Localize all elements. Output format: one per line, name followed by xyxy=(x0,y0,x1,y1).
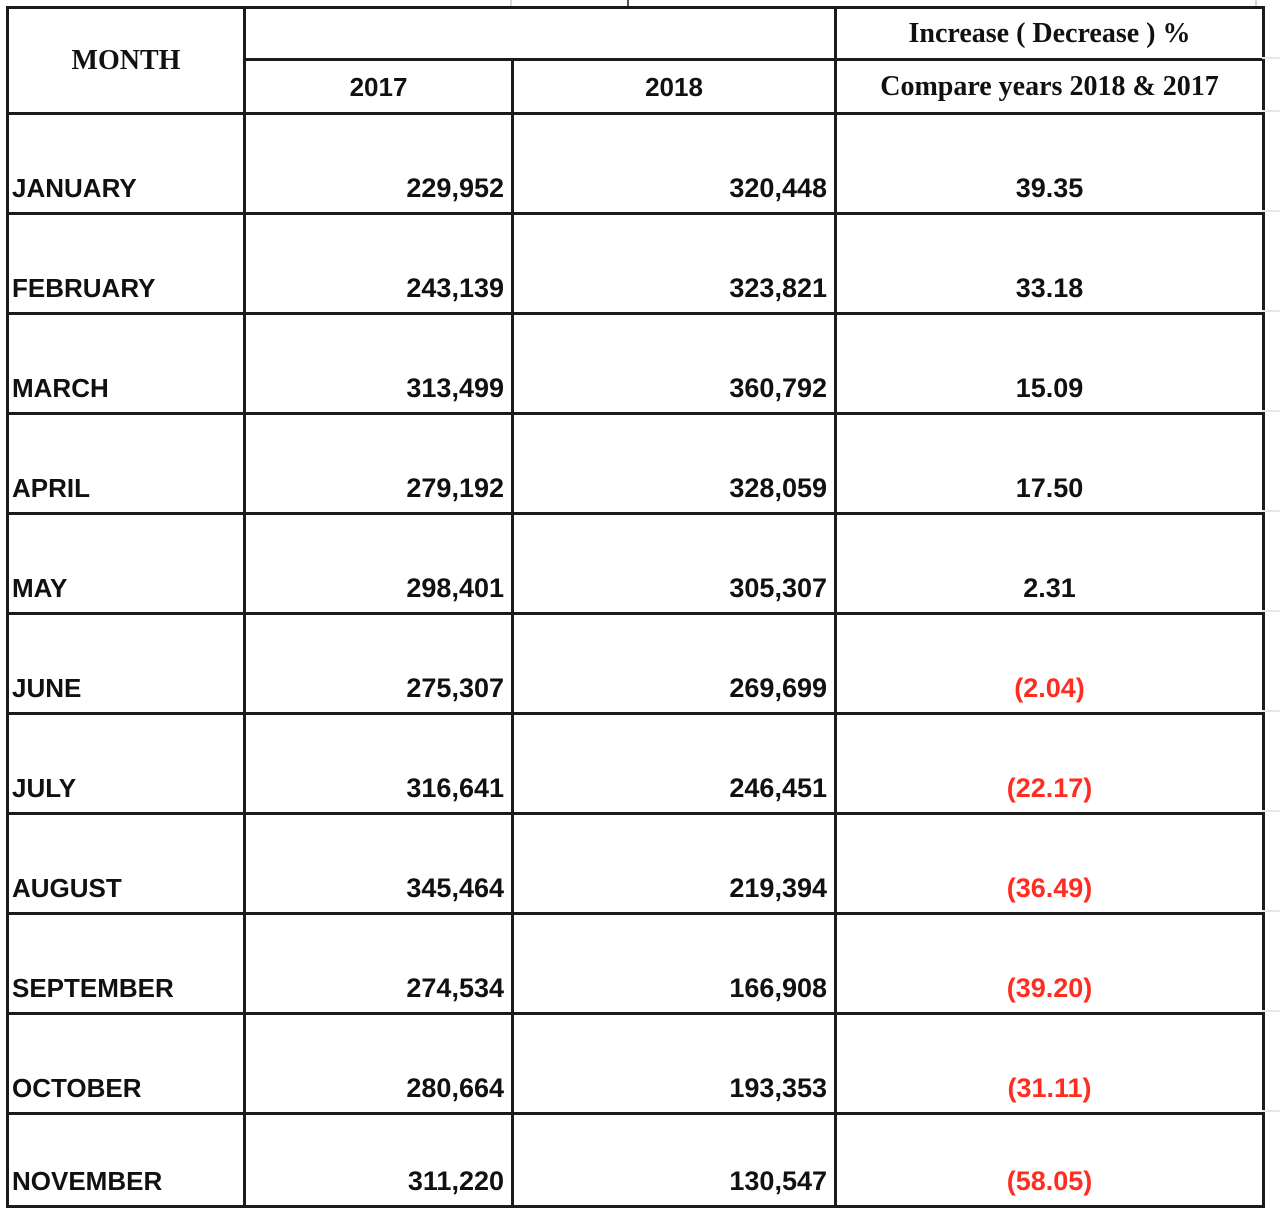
change-percent-cell: (36.49) xyxy=(834,812,1265,915)
table-row: SEPTEMBER 274,534 166,908 (39.20) xyxy=(6,912,1265,1015)
month-cell: OCTOBER xyxy=(6,1012,246,1115)
value-2018-cell: 305,307 xyxy=(511,512,837,615)
table-row: JUNE 275,307 269,699 (2.04) xyxy=(6,612,1265,715)
value-2017-cell: 298,401 xyxy=(243,512,514,615)
table-row: NOVEMBER 311,220 130,547 (58.05) xyxy=(6,1112,1265,1208)
change-percent-cell: 39.35 xyxy=(834,112,1265,215)
table-row: OCTOBER 280,664 193,353 (31.11) xyxy=(6,1012,1265,1115)
value-2018-cell: 269,699 xyxy=(511,612,837,715)
month-cell: JULY xyxy=(6,712,246,815)
month-cell: AUGUST xyxy=(6,812,246,915)
change-percent-cell: 33.18 xyxy=(834,212,1265,315)
value-2018-cell: 320,448 xyxy=(511,112,837,215)
header-increase-decrease: Increase ( Decrease ) % xyxy=(834,6,1265,61)
value-2018-cell: 328,059 xyxy=(511,412,837,515)
month-cell: SEPTEMBER xyxy=(6,912,246,1015)
value-2018-cell: 166,908 xyxy=(511,912,837,1015)
change-percent-cell: (2.04) xyxy=(834,612,1265,715)
table-row: JULY 316,641 246,451 (22.17) xyxy=(6,712,1265,815)
value-2018-cell: 246,451 xyxy=(511,712,837,815)
header-year-2017: 2017 xyxy=(243,58,514,115)
monthly-comparison-table: MONTH Increase ( Decrease ) % 2017 2018 … xyxy=(6,6,1265,1208)
month-cell: JANUARY xyxy=(6,112,246,215)
month-cell: MAY xyxy=(6,512,246,615)
table-header: MONTH Increase ( Decrease ) % 2017 2018 … xyxy=(6,6,1265,115)
value-2017-cell: 229,952 xyxy=(243,112,514,215)
value-2017-cell: 313,499 xyxy=(243,312,514,415)
table-row: APRIL 279,192 328,059 17.50 xyxy=(6,412,1265,515)
value-2017-cell: 243,139 xyxy=(243,212,514,315)
month-cell: APRIL xyxy=(6,412,246,515)
value-2017-cell: 279,192 xyxy=(243,412,514,515)
header-month: MONTH xyxy=(6,6,246,115)
value-2017-cell: 280,664 xyxy=(243,1012,514,1115)
month-cell: MARCH xyxy=(6,312,246,415)
table-body: JANUARY 229,952 320,448 39.35 FEBRUARY 243,13… xyxy=(6,112,1265,1208)
header-years-spacer xyxy=(243,6,837,61)
change-percent-cell: (58.05) xyxy=(834,1112,1265,1208)
value-2018-cell: 360,792 xyxy=(511,312,837,415)
change-percent-cell: (22.17) xyxy=(834,712,1265,815)
change-percent-cell: (39.20) xyxy=(834,912,1265,1015)
change-percent-cell: 15.09 xyxy=(834,312,1265,415)
change-percent-cell: 2.31 xyxy=(834,512,1265,615)
table-row: MAY 298,401 305,307 2.31 xyxy=(6,512,1265,615)
value-2017-cell: 311,220 xyxy=(243,1112,514,1208)
value-2017-cell: 345,464 xyxy=(243,812,514,915)
change-percent-cell: 17.50 xyxy=(834,412,1265,515)
value-2018-cell: 130,547 xyxy=(511,1112,837,1208)
value-2018-cell: 219,394 xyxy=(511,812,837,915)
value-2018-cell: 193,353 xyxy=(511,1012,837,1115)
table-row: MARCH 313,499 360,792 15.09 xyxy=(6,312,1265,415)
table-row: AUGUST 345,464 219,394 (36.49) xyxy=(6,812,1265,915)
table-row: FEBRUARY 243,139 323,821 33.18 xyxy=(6,212,1265,315)
header-compare-years: Compare years 2018 & 2017 xyxy=(834,58,1265,115)
month-cell: NOVEMBER xyxy=(6,1112,246,1208)
table-row: JANUARY 229,952 320,448 39.35 xyxy=(6,112,1265,215)
month-cell: FEBRUARY xyxy=(6,212,246,315)
month-cell: JUNE xyxy=(6,612,246,715)
header-year-2018: 2018 xyxy=(511,58,837,115)
value-2018-cell: 323,821 xyxy=(511,212,837,315)
value-2017-cell: 275,307 xyxy=(243,612,514,715)
change-percent-cell: (31.11) xyxy=(834,1012,1265,1115)
value-2017-cell: 316,641 xyxy=(243,712,514,815)
value-2017-cell: 274,534 xyxy=(243,912,514,1015)
